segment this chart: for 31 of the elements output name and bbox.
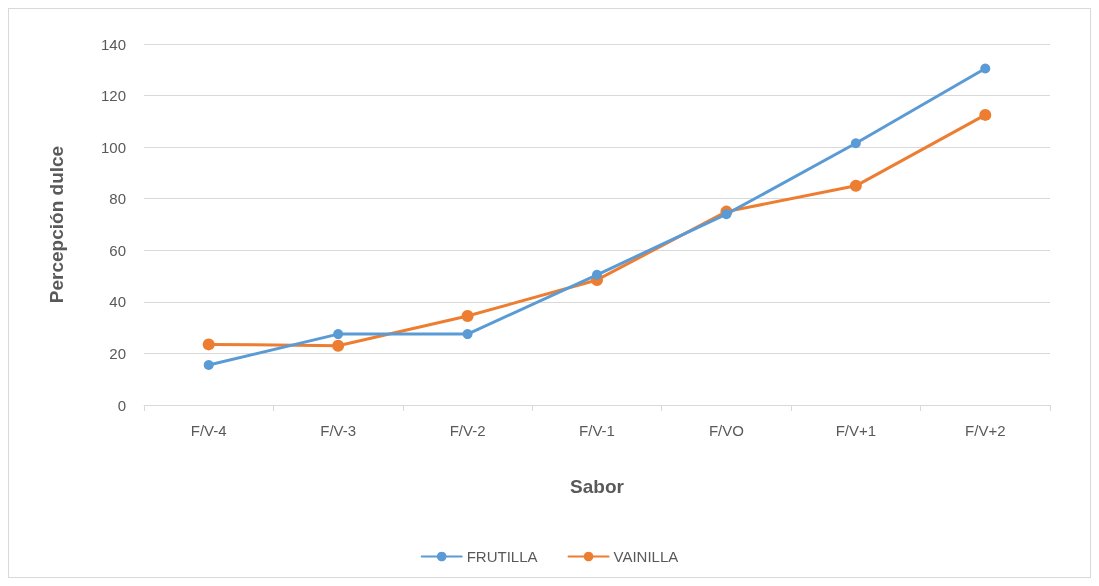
point [849, 179, 862, 192]
y-axis-title: Percepción dulce [46, 145, 67, 304]
y-tick-label: 20 [109, 344, 126, 362]
y-tick-label: 40 [109, 293, 126, 311]
y-tick-label: 100 [100, 138, 126, 156]
x-tick-label: F/V+1 [835, 422, 877, 439]
point [203, 360, 214, 371]
point [461, 310, 474, 323]
y-tick-label: 140 [100, 35, 126, 53]
point [979, 108, 992, 121]
x-tick-label: F/V-1 [579, 422, 615, 439]
x-tick-label: F/V+2 [965, 422, 1006, 439]
point [850, 138, 861, 149]
y-tick-label: 60 [109, 241, 126, 259]
legend-label: VAINILLA [613, 548, 679, 565]
x-tick-label: F/V-3 [320, 422, 357, 439]
y-tick-label: 120 [100, 87, 126, 105]
point [332, 339, 345, 352]
y-tick-label: 80 [109, 190, 126, 208]
point [333, 329, 344, 340]
x-tick-label: F/V-4 [190, 422, 227, 439]
point [592, 269, 602, 280]
x-tick-label: F/VO [708, 422, 744, 439]
point [202, 338, 215, 351]
x-tick-label: F/V-2 [449, 422, 486, 439]
x-axis-title: Sabor [570, 476, 625, 497]
point [721, 209, 732, 220]
point [462, 329, 473, 340]
legend-label: FRUTILLA [466, 548, 538, 565]
y-tick-label: 0 [117, 396, 126, 414]
point [980, 63, 991, 74]
